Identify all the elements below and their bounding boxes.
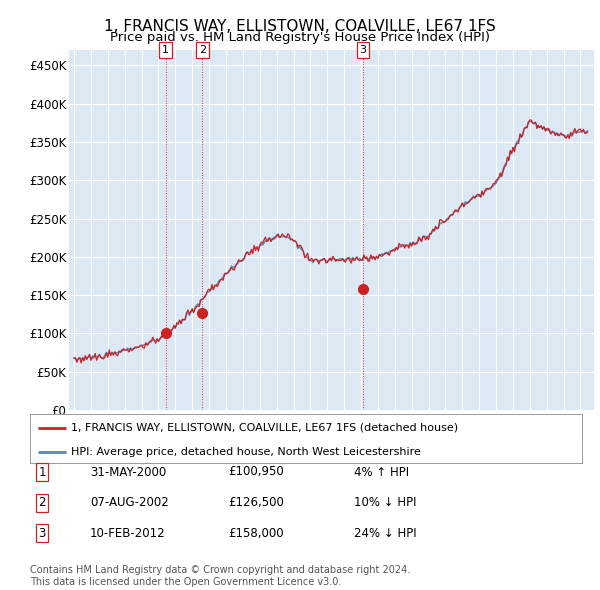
- Text: £100,950: £100,950: [228, 466, 284, 478]
- Text: 31-MAY-2000: 31-MAY-2000: [90, 466, 166, 478]
- Text: 1, FRANCIS WAY, ELLISTOWN, COALVILLE, LE67 1FS (detached house): 1, FRANCIS WAY, ELLISTOWN, COALVILLE, LE…: [71, 423, 458, 433]
- Text: 10% ↓ HPI: 10% ↓ HPI: [354, 496, 416, 509]
- Text: HPI: Average price, detached house, North West Leicestershire: HPI: Average price, detached house, Nort…: [71, 447, 421, 457]
- Text: £158,000: £158,000: [228, 527, 284, 540]
- Text: £126,500: £126,500: [228, 496, 284, 509]
- Text: 2: 2: [38, 496, 46, 509]
- Text: 1: 1: [38, 466, 46, 478]
- Text: 10-FEB-2012: 10-FEB-2012: [90, 527, 166, 540]
- Text: 3: 3: [359, 45, 367, 55]
- Text: Price paid vs. HM Land Registry's House Price Index (HPI): Price paid vs. HM Land Registry's House …: [110, 31, 490, 44]
- Text: 4% ↑ HPI: 4% ↑ HPI: [354, 466, 409, 478]
- Text: 1, FRANCIS WAY, ELLISTOWN, COALVILLE, LE67 1FS: 1, FRANCIS WAY, ELLISTOWN, COALVILLE, LE…: [104, 19, 496, 34]
- Text: Contains HM Land Registry data © Crown copyright and database right 2024.
This d: Contains HM Land Registry data © Crown c…: [30, 565, 410, 587]
- Text: 24% ↓ HPI: 24% ↓ HPI: [354, 527, 416, 540]
- Text: 2: 2: [199, 45, 206, 55]
- Text: 3: 3: [38, 527, 46, 540]
- Text: 07-AUG-2002: 07-AUG-2002: [90, 496, 169, 509]
- Text: 1: 1: [162, 45, 169, 55]
